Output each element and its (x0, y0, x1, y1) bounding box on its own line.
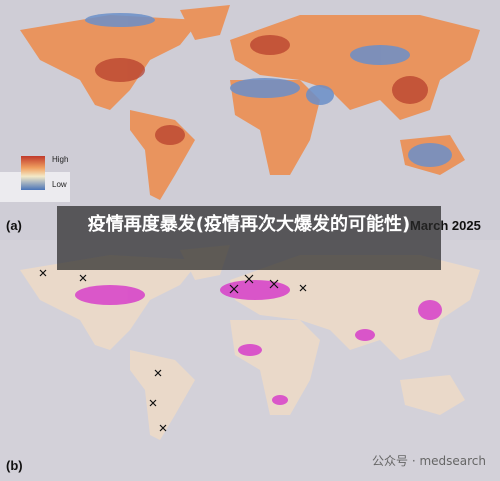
legend-low: Low (52, 180, 67, 189)
land-b (20, 245, 480, 440)
legend-gradient (21, 156, 45, 190)
panel-label: (b) (6, 458, 23, 473)
legend-high: High (52, 155, 68, 164)
occurrence-points (39, 269, 307, 432)
title-overlay: 疫情再度暴发(疫情再次大爆发的可能性) (57, 206, 441, 270)
watermark: 公众号 · medsearch (372, 454, 486, 468)
high-risk-areas (95, 35, 428, 145)
panel-label: (a) (6, 218, 22, 233)
low-risk-areas (85, 13, 452, 167)
